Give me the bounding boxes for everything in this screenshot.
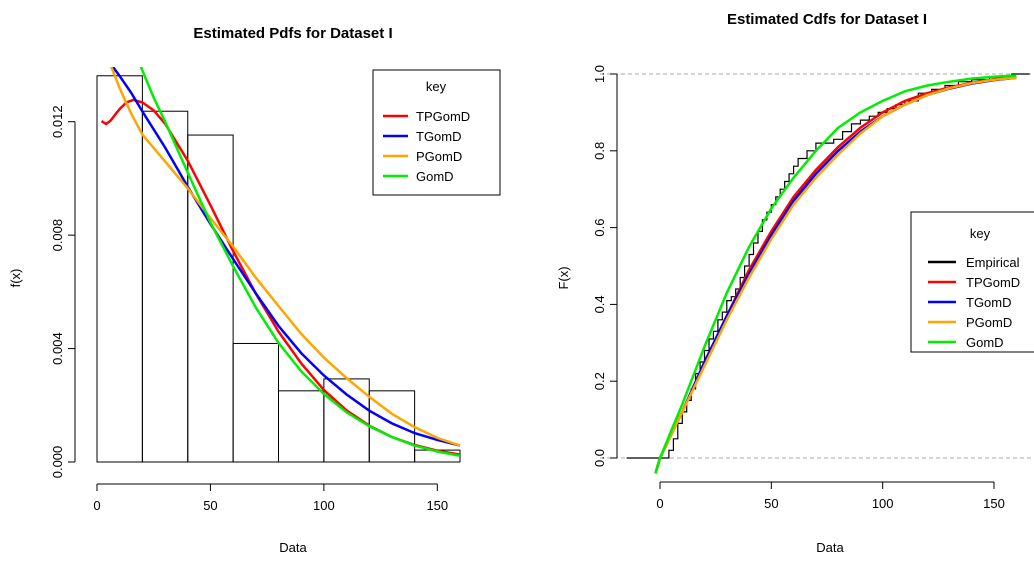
cdf-x-tick-label: 100 [872, 496, 894, 511]
pdf-y-tick-label: 0.012 [50, 105, 65, 138]
pdf-x-axis-label: Data [279, 540, 307, 555]
pdf-legend-box [372, 69, 501, 196]
cdf-legend-label: PGomD [966, 315, 1012, 330]
pdf-density-curves [100, 67, 461, 458]
cdf-x-tick-label: 0 [656, 496, 663, 511]
cdf-legend-title: key [970, 226, 991, 241]
cdf-y-tick-label: 0.4 [592, 295, 607, 313]
cdf-y-axis-label: F(x) [556, 266, 571, 289]
pdf-x-tick-label: 50 [203, 498, 217, 513]
histogram-bin [96, 75, 143, 463]
pdf-legend: key TPGomD TGomD PGomD GomD [372, 69, 501, 196]
cdf-legend: key Empirical TPGomD TGomD PGomD GomD [910, 211, 1034, 353]
histogram-bin [232, 342, 279, 463]
cdf-y-tick-label: 0.6 [592, 219, 607, 237]
pdf-y-axis-label: f(x) [8, 269, 23, 288]
pdf-legend-label: PGomD [416, 149, 462, 164]
pdf-axes: 0.000 0.004 0.008 0.012 0 50 100 150 [50, 105, 448, 513]
pdf-curve-pgomd [110, 67, 461, 447]
cdf-x-tick-label: 150 [983, 496, 1005, 511]
pdf-legend-title: key [426, 79, 447, 94]
cdf-reference-lines [600, 73, 1034, 459]
cdf-y-tick-label: 1.0 [592, 65, 607, 83]
cdf-x-tick-label: 50 [764, 496, 778, 511]
cdf-legend-label: TPGomD [966, 275, 1020, 290]
pdf-chart-title: Estimated Pdfs for Dataset I [193, 25, 392, 42]
pdf-x-tick-label: 0 [93, 498, 100, 513]
cdf-y-tick-label: 0.8 [592, 142, 607, 160]
cdf-chart-title: Estimated Cdfs for Dataset I [727, 11, 927, 28]
cdf-axes: 0.0 0.2 0.4 0.6 0.8 1.0 0 50 100 150 [592, 65, 1005, 511]
histogram-bin [278, 390, 325, 463]
cdf-empirical-step [626, 73, 1030, 459]
cdf-legend-label: Empirical [966, 255, 1020, 270]
cdf-curves [626, 73, 1030, 474]
pdf-legend-label: TGomD [416, 129, 462, 144]
cdf-curve-gomd [654, 74, 1017, 474]
pdf-y-tick-label: 0.008 [50, 219, 65, 252]
histogram-bin [187, 134, 234, 463]
cdf-legend-label: TGomD [966, 295, 1012, 310]
cdf-legend-label: GomD [966, 335, 1004, 350]
cdf-x-axis-label: Data [816, 540, 844, 555]
histogram-bin [141, 110, 189, 463]
pdf-curve-gomd [139, 67, 461, 458]
pdf-legend-label: GomD [416, 169, 454, 184]
pdf-x-tick-label: 100 [313, 498, 335, 513]
cdf-chart: Estimated Cdfs for Dataset I Data F(x) 0… [556, 11, 1034, 555]
pdf-y-tick-label: 0.004 [50, 332, 65, 365]
pdf-curve-tgomd [111, 67, 461, 447]
cdf-y-tick-label: 0.2 [592, 372, 607, 390]
pdf-chart: Estimated Pdfs for Dataset I Data f(x) 0… [8, 25, 501, 555]
pdf-x-tick-label: 150 [426, 498, 448, 513]
pdf-legend-label: TPGomD [416, 109, 470, 124]
pdf-y-tick-label: 0.000 [50, 446, 65, 479]
cdf-y-tick-label: 0.0 [592, 449, 607, 467]
cdf-curve-pgomd [654, 76, 1017, 474]
